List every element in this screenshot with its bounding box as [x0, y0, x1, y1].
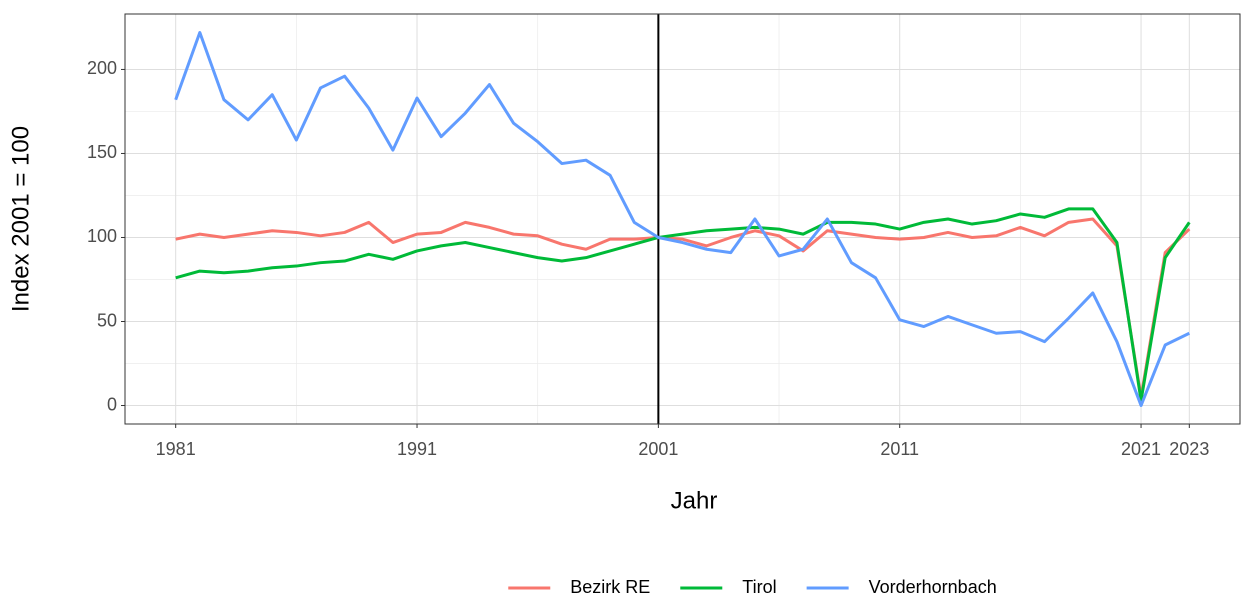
y-axis-label: Index 2001 = 100 [7, 126, 34, 312]
y-tick-label: 50 [97, 310, 117, 330]
y-tick-label: 200 [87, 58, 117, 78]
plot-border [124, 13, 1241, 425]
line [175, 217, 1191, 399]
legend-label: Tirol [742, 577, 776, 597]
line [174, 30, 1190, 408]
y-tick-label: 0 [107, 394, 117, 414]
x-tick-label: 1991 [397, 439, 437, 459]
x-tick-label: 2021 [1121, 439, 1161, 459]
legend-label: Vorderhornbach [869, 577, 997, 597]
legend-label: Bezirk RE [570, 577, 650, 597]
line [175, 207, 1191, 402]
x-tick-label: 1981 [156, 439, 196, 459]
y-tick-label: 150 [87, 142, 117, 162]
x-tick-label: 2011 [880, 439, 919, 459]
x-tick-label: 2023 [1169, 439, 1209, 459]
y-tick-label: 100 [87, 226, 117, 246]
x-tick-label: 2001 [638, 439, 678, 459]
x-axis-label: Jahr [671, 487, 718, 514]
